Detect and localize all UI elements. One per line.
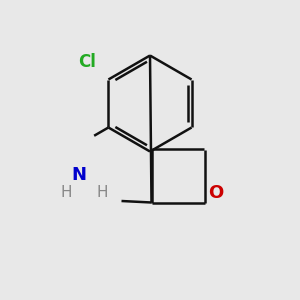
Text: Cl: Cl — [78, 53, 96, 71]
Text: O: O — [208, 184, 223, 202]
Text: N: N — [71, 166, 86, 184]
Text: H: H — [60, 185, 72, 200]
Text: H: H — [96, 185, 108, 200]
